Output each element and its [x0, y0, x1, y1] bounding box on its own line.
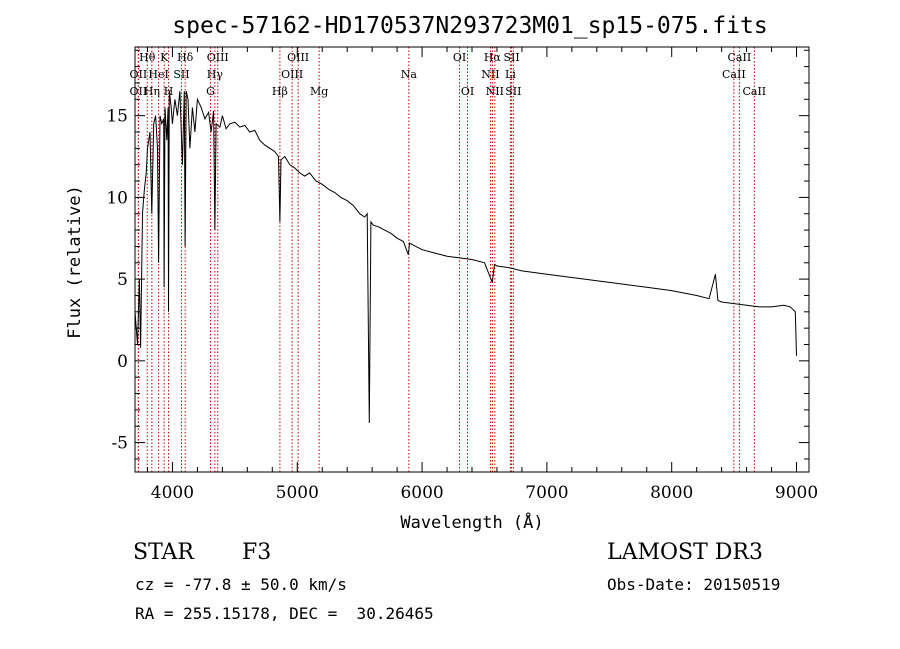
line-label: Na [401, 68, 418, 81]
line-label: CaII [722, 68, 746, 81]
line-label: Li [505, 68, 516, 81]
object-subclass: F3 [242, 540, 271, 565]
line-label: SII [503, 51, 519, 64]
x-tick-label: 7000 [525, 483, 568, 503]
line-label: OIII [287, 51, 309, 64]
y-tick-label: -5 [111, 434, 128, 454]
x-tick-label: 9000 [775, 483, 818, 503]
line-label: Hγ [207, 68, 224, 81]
line-label: G [206, 85, 215, 98]
spectral-line-markers [138, 47, 754, 472]
line-label: HeI [148, 68, 168, 81]
spectral-line-labels: OIIOIIHθHηHeIKHSIIHδGHγOIIIHβOIIIOIIIMgN… [130, 51, 767, 98]
line-label: OI [461, 85, 474, 98]
x-tick-label: 8000 [650, 483, 693, 503]
spectrum-line [135, 91, 797, 423]
line-label: SII [505, 85, 521, 98]
chart-title: spec-57162-HD170537N293723M01_sp15-075.f… [172, 13, 767, 39]
object-class: STAR [133, 540, 194, 565]
line-label: Hβ [272, 85, 288, 98]
line-label: H [164, 85, 174, 98]
line-label: CaII [728, 51, 752, 64]
line-label: OI [453, 51, 466, 64]
line-label: OIII [281, 68, 303, 81]
line-label: NII [481, 68, 499, 81]
y-tick-label: 10 [106, 188, 128, 208]
line-label: Mg [310, 85, 328, 98]
x-tick-label: 4000 [151, 483, 194, 503]
y-tick-label: 15 [106, 107, 128, 127]
y-tick-label: 5 [117, 270, 128, 290]
x-axis: 4000 5000 6000 7000 8000 9000 [147, 47, 818, 503]
line-label: OII [130, 68, 148, 81]
x-tick-label: 5000 [276, 483, 319, 503]
x-tick-label: 6000 [400, 483, 443, 503]
line-label: NII [486, 85, 504, 98]
line-label: OIII [207, 51, 229, 64]
redshift-velocity: cz = -77.8 ± 50.0 km/s [135, 575, 347, 594]
coordinates: RA = 255.15178, DEC = 30.26465 [135, 604, 434, 623]
line-label: K [160, 51, 169, 64]
x-axis-label: Wavelength (Å) [400, 511, 543, 533]
y-tick-label: 0 [117, 352, 128, 372]
line-label: Hδ [177, 51, 194, 64]
y-axis: -5 0 5 10 15 [106, 50, 809, 459]
y-axis-label: Flux (relative) [65, 185, 85, 339]
line-label: CaII [742, 85, 766, 98]
line-label: Hα [484, 51, 502, 64]
line-label: Hη [144, 85, 160, 98]
line-label: SII [173, 68, 189, 81]
survey-name: LAMOST DR3 [607, 540, 763, 565]
observation-date: Obs-Date: 20150519 [607, 575, 780, 594]
line-label: Hθ [139, 51, 156, 64]
